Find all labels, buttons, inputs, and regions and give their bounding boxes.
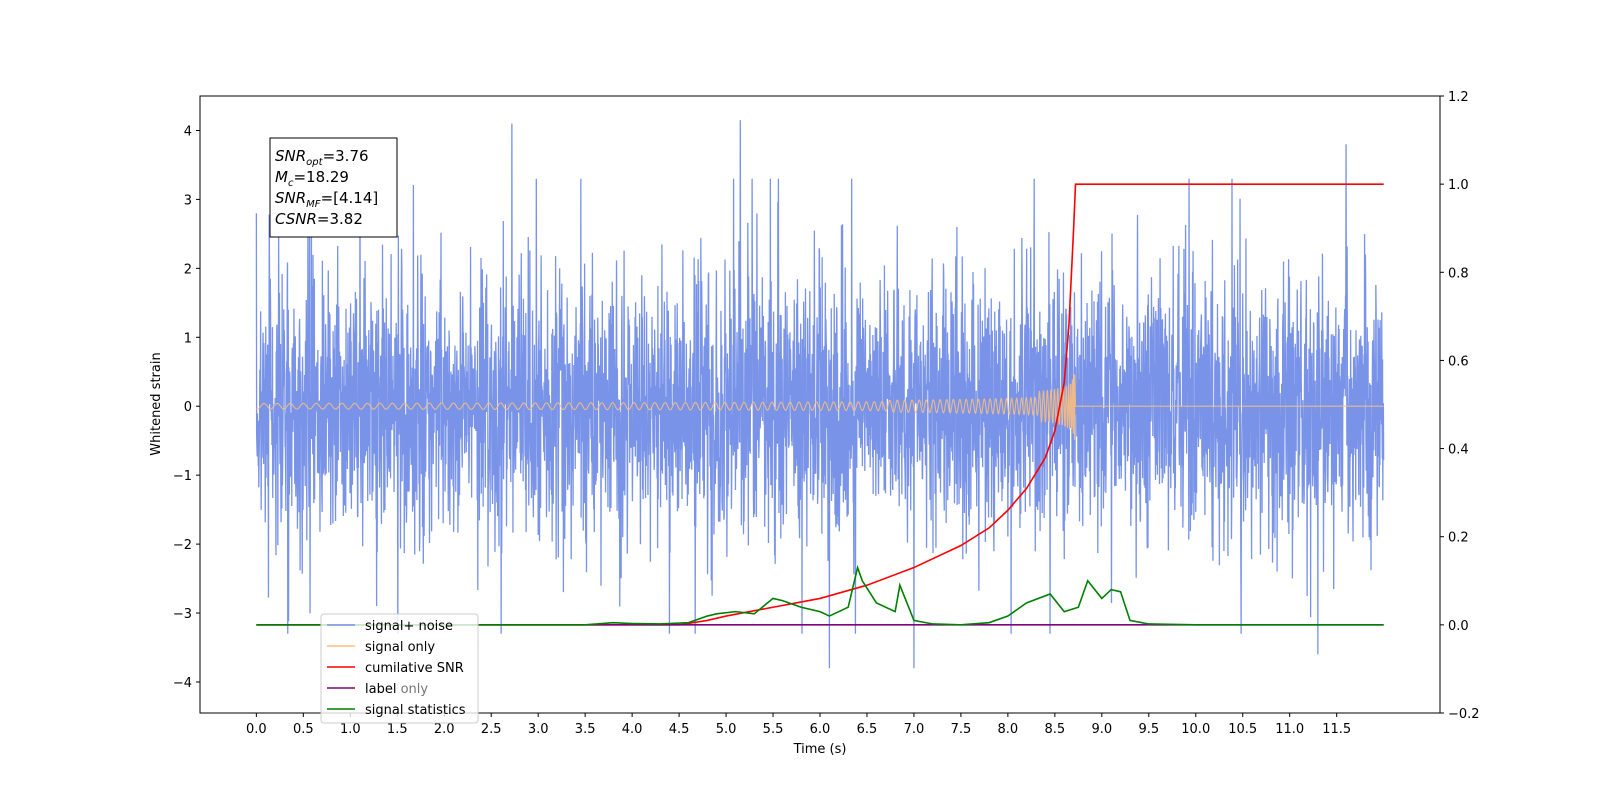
legend-label-signal-noise: signal+ noise <box>365 619 453 634</box>
y2-tick-label: 0.2 <box>1448 531 1469 546</box>
x-tick-label: 0.5 <box>293 722 314 737</box>
x-tick-label: 11.0 <box>1275 722 1304 737</box>
y-tick-label: 1 <box>184 331 192 346</box>
annotation-snr-mf: SNRMF=[4.14] <box>275 189 378 210</box>
x-tick-label: 2.5 <box>481 722 502 737</box>
y-tick-label: −4 <box>173 676 192 691</box>
y-axis-left: 4 3 2 1 0 −1 −2 −3 −4 <box>173 124 200 691</box>
y2-tick-label: 0.6 <box>1448 354 1469 369</box>
y-tick-label: −1 <box>173 469 192 484</box>
legend-label-signal-statistics: signal statistics <box>365 703 466 718</box>
cumilative-snr-line <box>256 183 1384 626</box>
x-tick-label: 1.5 <box>387 722 408 737</box>
x-tick-label: 3.0 <box>528 722 549 737</box>
x-tick-label: 1.0 <box>340 722 361 737</box>
y-tick-label: 3 <box>184 193 192 208</box>
y-tick-label: −3 <box>173 607 192 622</box>
y2-tick-label: 0.0 <box>1448 619 1469 634</box>
signal-noise-series <box>255 120 1385 669</box>
y-tick-label: −2 <box>173 538 192 553</box>
signal-statistics-line <box>256 564 1384 626</box>
x-tick-label: 11.5 <box>1322 722 1351 737</box>
annotation-frame <box>269 137 398 238</box>
y2-tick-label: 1.0 <box>1448 178 1469 193</box>
annotation-mc: Mc=18.29 <box>275 168 349 189</box>
x-axis: 0.0 0.5 1.0 1.5 2.0 2.5 3.0 3.5 4.0 4.5 5.0 5.5 6.0 6… <box>246 713 1351 737</box>
legend-label-signal-only: signal only <box>365 640 435 655</box>
x-tick-label: 4.0 <box>622 722 643 737</box>
legend: signal+ noise signal only cumilative SNR… <box>320 613 479 724</box>
y-axis-right: 1.2 1.0 0.8 0.6 0.4 0.2 0.0 −0.2 <box>1440 90 1480 722</box>
legend-frame <box>320 613 479 724</box>
x-tick-label: 3.5 <box>575 722 596 737</box>
x-tick-label: 5.0 <box>716 722 737 737</box>
x-tick-label: 8.0 <box>998 722 1019 737</box>
signal-only-series <box>256 374 1384 440</box>
x-tick-label: 8.5 <box>1045 722 1066 737</box>
signal-noise-line <box>255 120 1385 669</box>
legend-label-cumilative-snr: cumilative SNR <box>365 661 464 676</box>
x-tick-label: 7.5 <box>951 722 972 737</box>
y2-tick-label: 0.8 <box>1448 266 1469 281</box>
annotation-snr-opt: SNRopt=3.76 <box>275 147 369 168</box>
x-tick-label: 10.5 <box>1228 722 1257 737</box>
y-axis-label: Whitened strain <box>149 352 164 455</box>
x-tick-label: 9.0 <box>1091 722 1112 737</box>
x-tick-label: 4.5 <box>669 722 690 737</box>
x-tick-label: 10.0 <box>1181 722 1210 737</box>
x-tick-label: 2.0 <box>434 722 455 737</box>
y2-tick-label: −0.2 <box>1448 707 1480 722</box>
legend-label-mask <box>363 681 399 696</box>
x-tick-label: 5.5 <box>763 722 784 737</box>
signal-only-line <box>256 374 1384 440</box>
x-tick-label: 6.5 <box>857 722 878 737</box>
legend-label-label: label <box>365 682 396 697</box>
x-tick-label: 6.0 <box>810 722 831 737</box>
x-tick-label: 0.0 <box>246 722 267 737</box>
y2-tick-label: 0.4 <box>1448 443 1469 458</box>
annotation-csnr: CSNR=3.82 <box>275 210 363 228</box>
y-tick-label: 0 <box>184 400 192 415</box>
x-tick-label: 9.5 <box>1138 722 1159 737</box>
annotation-box: SNRopt=3.76 Mc=18.29 SNRMF=[4.14] CSNR=3… <box>269 137 398 238</box>
x-tick-label: 7.0 <box>904 722 925 737</box>
y2-tick-label: 1.2 <box>1448 90 1469 105</box>
y-tick-label: 4 <box>184 124 192 139</box>
x-axis-label: Time (s) <box>793 742 847 757</box>
y-tick-label: 2 <box>184 262 192 277</box>
